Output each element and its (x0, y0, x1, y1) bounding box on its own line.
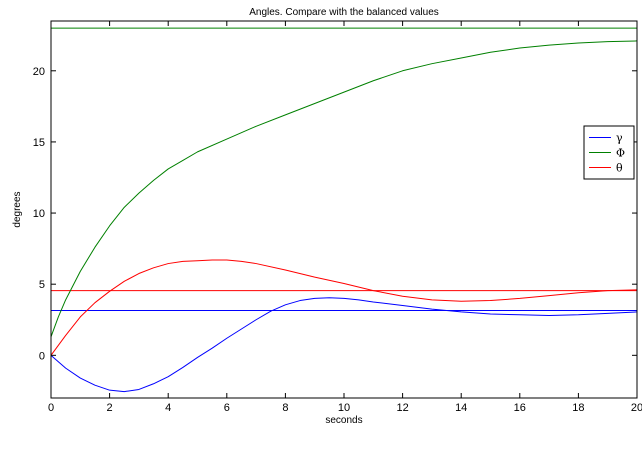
x-tick-label: 18 (572, 402, 584, 414)
chart-title: Angles. Compare with the balanced values (249, 7, 439, 18)
series-line-1 (50, 40, 638, 338)
x-tick-label: 8 (282, 402, 288, 414)
y-axis-label: degrees (12, 191, 23, 227)
x-tick-label: 16 (514, 402, 526, 414)
x-tick-label: 20 (631, 402, 642, 414)
x-tick-label: 0 (48, 402, 54, 414)
x-axis-label: seconds (325, 415, 362, 426)
legend-label: γ (616, 132, 623, 145)
y-tick-label: 10 (33, 208, 45, 220)
x-tick-label: 4 (165, 402, 171, 414)
x-tick-label: 14 (455, 402, 467, 414)
legend-label: θ (616, 162, 623, 175)
y-tick-label: 0 (39, 350, 45, 362)
x-tick-label: 2 (107, 402, 113, 414)
x-tick-label: 10 (338, 402, 350, 414)
series-line-2 (50, 259, 638, 356)
series-line-0 (50, 297, 638, 393)
legend: γΦθ (583, 125, 635, 180)
plot-area (51, 21, 637, 398)
y-tick-label: 20 (33, 66, 45, 78)
y-tick-label: 15 (33, 137, 45, 149)
x-tick-label: 6 (224, 402, 230, 414)
legend-label: Φ (616, 147, 625, 160)
y-tick-label: 5 (39, 279, 45, 291)
x-tick-label: 12 (396, 402, 408, 414)
